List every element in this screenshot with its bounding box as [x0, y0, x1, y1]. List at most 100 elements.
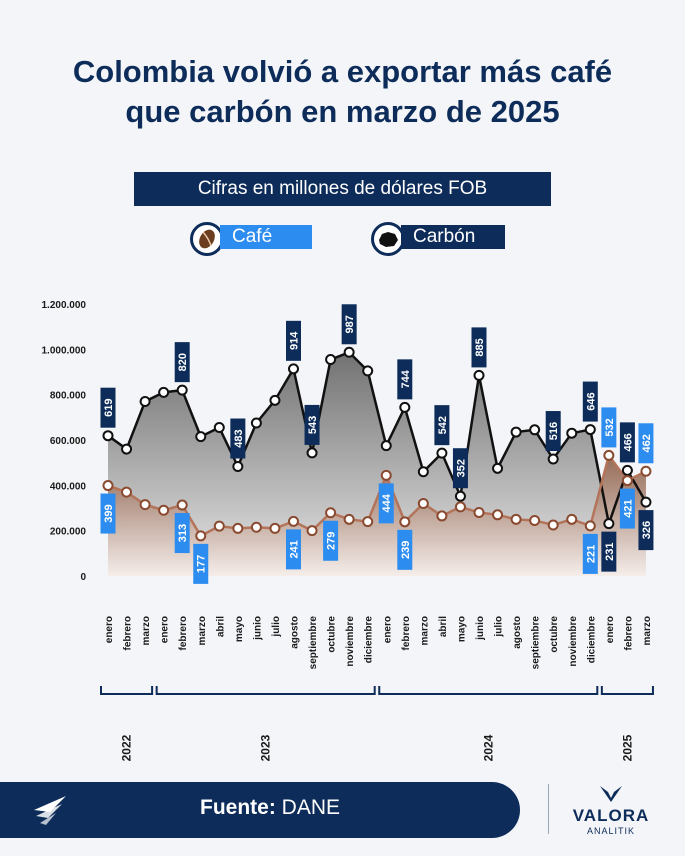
cafe-data-label: 241	[289, 540, 301, 558]
legend-cafe-label: Café	[220, 225, 312, 249]
carbon-data-label: 231	[604, 542, 616, 560]
cafe-point	[436, 510, 448, 522]
cafe-label-box	[619, 488, 635, 529]
x-tick-label: enero	[104, 616, 115, 643]
cafe-point	[492, 509, 504, 521]
cafe-point	[232, 522, 244, 534]
chart-subtitle: Cifras en millones de dólares FOB	[134, 172, 551, 206]
cafe-area	[108, 455, 646, 576]
cafe-point	[325, 507, 337, 519]
cafe-data-label: 421	[622, 499, 634, 517]
carbon-data-label: 542	[437, 416, 449, 434]
x-tick-label: septiembre	[308, 616, 319, 670]
x-tick-label: octubre	[549, 616, 560, 653]
x-tick-label: agosto	[512, 616, 523, 649]
carbon-point	[436, 447, 448, 459]
brand-sub: ANALITIK	[586, 826, 635, 836]
carbon-point	[547, 453, 559, 465]
carbon-point	[176, 384, 188, 396]
cafe-point	[195, 530, 207, 542]
cafe-label-box	[378, 483, 394, 524]
x-tick-label: febrero	[178, 616, 189, 650]
cafe-point	[529, 514, 541, 526]
year-bracket	[600, 686, 654, 695]
cafe-data-label: 462	[641, 434, 653, 452]
carbon-label-box	[619, 422, 635, 463]
carbon-point	[454, 490, 466, 502]
cafe-data-label: 532	[604, 418, 616, 436]
cafe-point	[566, 513, 578, 525]
x-tick-label: diciembre	[586, 616, 597, 664]
cafe-point	[473, 507, 485, 519]
year-label: 2024	[481, 734, 495, 761]
x-tick-label: febrero	[401, 616, 412, 650]
carbon-label-box	[286, 320, 301, 361]
carbon-point	[417, 466, 429, 478]
cafe-point	[603, 449, 615, 461]
cafe-label-box	[286, 529, 301, 570]
x-tick-label: septiembre	[531, 616, 542, 670]
cafe-point	[139, 499, 151, 511]
carbon-label-box	[452, 448, 468, 489]
x-tick-label: diciembre	[364, 616, 375, 664]
carbon-label-box	[601, 531, 617, 572]
x-tick-label: enero	[605, 616, 616, 643]
x-tick-label: octubre	[327, 616, 338, 653]
carbon-label-box	[341, 304, 357, 345]
carbon-point	[325, 354, 337, 366]
cafe-data-label: 221	[585, 545, 597, 563]
chart-title: Colombia volvió a exportar más café que …	[0, 52, 685, 132]
cafe-point	[417, 497, 429, 509]
carbon-point	[121, 443, 133, 455]
cafe-point	[121, 486, 133, 498]
cafe-point	[454, 501, 466, 513]
carbon-point	[306, 447, 318, 459]
cafe-point	[584, 520, 596, 532]
carbon-label-box	[397, 359, 413, 400]
cafe-data-label: 444	[381, 493, 393, 512]
carbon-point	[473, 369, 485, 381]
cafe-point	[158, 504, 170, 516]
carbon-data-label: 987	[344, 315, 356, 333]
title-line-1: Colombia volvió a exportar más café	[72, 54, 613, 89]
carbon-point	[288, 363, 299, 375]
x-tick-label: marzo	[141, 616, 152, 645]
valora-mark-icon	[596, 782, 626, 809]
year-bracket	[155, 686, 376, 695]
x-tick-label: junio	[252, 616, 263, 641]
x-tick-label: mayo	[234, 616, 245, 642]
x-tick-label: marzo	[419, 616, 430, 645]
title-line-2: que carbón en marzo de 2025	[125, 94, 560, 129]
year-label: 2022	[120, 734, 134, 761]
cafe-data-label: 177	[196, 555, 208, 573]
carbon-data-label: 466	[622, 433, 634, 451]
cafe-label-box	[193, 543, 209, 584]
carbon-label-box	[434, 405, 450, 446]
cafe-point	[362, 516, 374, 528]
y-tick-label: 400.000	[50, 481, 87, 492]
carbon-point	[362, 365, 374, 377]
y-tick-label: 0	[80, 572, 86, 583]
carbon-data-label: 516	[548, 422, 560, 440]
chart-plot: 0 200.000 400.000 600.000 800.000 1.000.000 1.…	[42, 300, 654, 761]
cafe-point	[269, 522, 281, 534]
carbon-point	[529, 424, 541, 436]
carbon-label-box	[100, 387, 116, 428]
cafe-label-box	[601, 407, 617, 448]
cafe-data-label: 313	[177, 524, 189, 542]
carbon-point	[269, 394, 281, 406]
x-tick-label: enero	[382, 616, 393, 643]
carbon-data-label: 646	[585, 392, 597, 410]
x-tick-label: abril	[215, 616, 226, 637]
y-tick-label: 1.000.000	[42, 345, 87, 356]
carbon-label-box	[582, 381, 598, 422]
carbon-point	[195, 431, 207, 443]
x-tick-label: mayo	[456, 616, 467, 642]
carbon-point	[102, 430, 114, 442]
carbon-label-box	[230, 418, 246, 459]
cafe-label-box	[582, 533, 598, 574]
carbon-point	[566, 427, 578, 439]
carbon-point	[250, 417, 262, 429]
coal-icon	[371, 222, 405, 256]
cafe-data-label: 239	[400, 541, 412, 559]
